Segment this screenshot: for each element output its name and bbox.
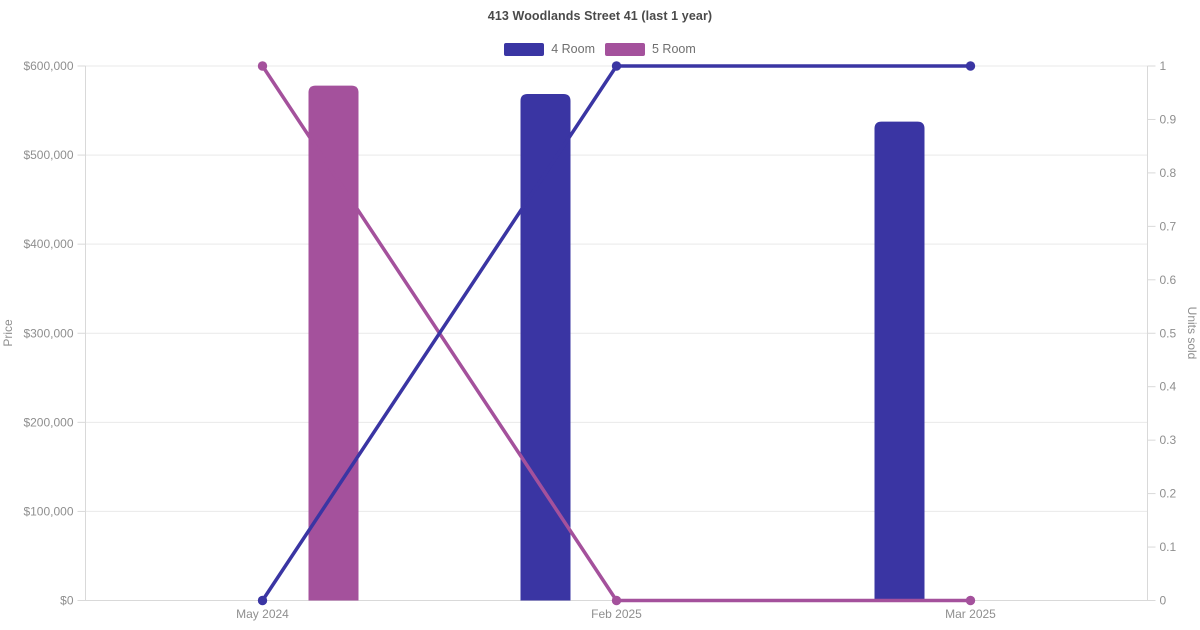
legend: 4 Room 5 Room	[0, 42, 1200, 56]
plot-generated: $0 $100,000 $200,000 $300,000 $400,000 $500,0…	[23, 59, 1176, 621]
point-4-room-may-2024	[257, 595, 268, 606]
bar-4-room-feb-2025	[520, 94, 571, 601]
legend-item-5-room[interactable]: 5 Room	[605, 42, 696, 56]
legend-item-4-room[interactable]: 4 Room	[504, 42, 595, 56]
y-right-tick-label: 0	[1160, 594, 1167, 608]
y-right-tick-label: 0.9	[1160, 112, 1177, 126]
y-left-tick-label: $400,000	[23, 237, 73, 251]
point-5-room-feb-2025	[611, 595, 622, 606]
y-right-axis-title: Units sold	[1185, 307, 1199, 360]
y-left-tick-label: $100,000	[23, 504, 73, 518]
y-left-tick-label: $200,000	[23, 415, 73, 429]
y-right-tick-label: 0.2	[1160, 487, 1177, 501]
y-left-tick-label: $500,000	[23, 148, 73, 162]
legend-swatch-4-room	[504, 42, 545, 56]
y-left-tick-label: $300,000	[23, 326, 73, 340]
x-tick-label-feb-2025: Feb 2025	[591, 607, 642, 621]
point-5-room-may-2024	[257, 61, 268, 71]
y-right-tick-label: 0.7	[1160, 219, 1177, 233]
bar-4-room-mar-2025	[874, 121, 925, 601]
point-4-room-mar-2025	[965, 61, 976, 71]
bar-5-room-may-2024	[308, 85, 359, 601]
x-tick-label-mar-2025: Mar 2025	[945, 607, 996, 621]
y-left-axis-title: Price	[1, 319, 15, 347]
point-5-room-mar-2025	[965, 595, 976, 606]
legend-label-5-room: 5 Room	[652, 42, 696, 56]
y-right-tick-label: 0.3	[1160, 433, 1177, 447]
chart-title: 413 Woodlands Street 41 (last 1 year)	[487, 9, 713, 23]
y-right-tick-label: 0.1	[1160, 540, 1177, 554]
y-right-tick-label: 0.6	[1160, 273, 1177, 287]
y-right-tick-label: 0.4	[1160, 380, 1177, 394]
y-left-tick-label: $0	[60, 594, 74, 608]
legend-label-4-room: 4 Room	[551, 42, 595, 56]
y-right-tick-label: 0.8	[1160, 166, 1177, 180]
y-left-tick-label: $600,000	[23, 59, 73, 73]
x-tick-label-may-2024: May 2024	[236, 607, 289, 621]
point-4-room-feb-2025	[611, 61, 622, 71]
legend-swatch-5-room	[605, 42, 645, 56]
y-right-tick-label: 1	[1160, 59, 1167, 73]
y-right-tick-label: 0.5	[1160, 326, 1177, 340]
